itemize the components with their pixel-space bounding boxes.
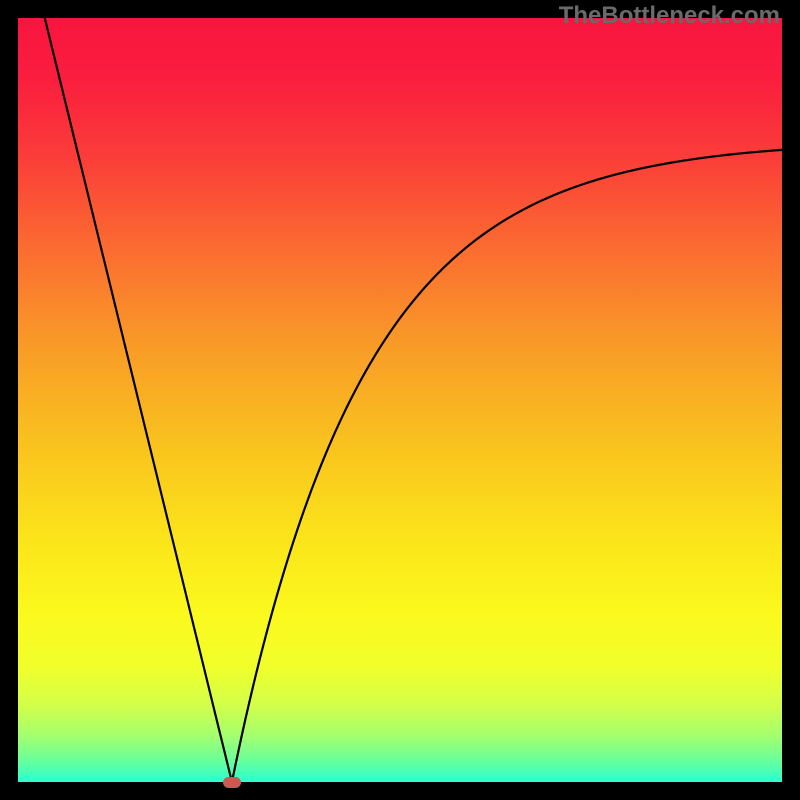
chart-frame: TheBottleneck.com [0, 0, 800, 800]
optimal-marker [223, 777, 241, 788]
plot-area [18, 18, 782, 782]
bottleneck-curve [18, 18, 782, 782]
watermark-text: TheBottleneck.com [559, 2, 780, 30]
